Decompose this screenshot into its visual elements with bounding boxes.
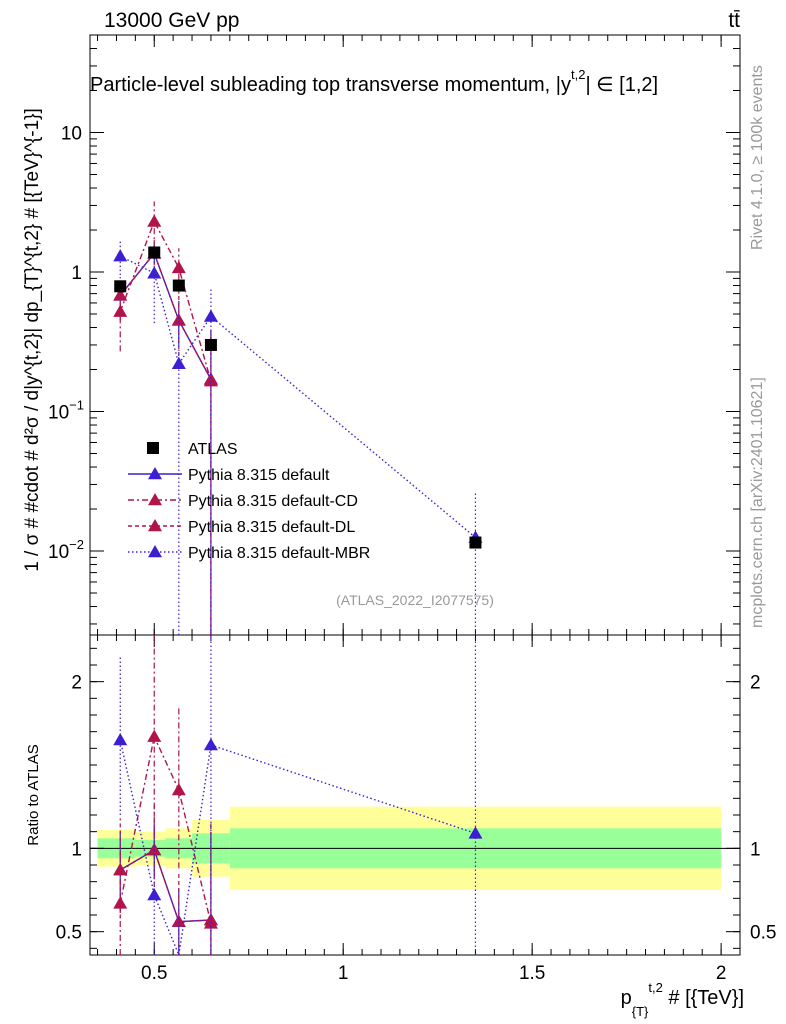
reference-label: (ATLAS_2022_I2077575) [336,592,494,608]
series-0-line [119,251,212,380]
main-series [113,201,483,635]
ratio-tick-label-left: 1 [71,839,82,860]
series-2-line [119,251,212,380]
ratio-tick-label-right: 0.5 [750,923,776,944]
legend-label-1: Pythia 8.315 default [188,467,330,484]
chart-title-sup: t,2 [571,67,585,82]
series-1-ratio-point [147,729,162,742]
legend-marker-data [147,442,159,454]
y-tick-label: 10 [61,124,82,145]
legend-label-0: ATLAS [188,441,238,458]
series-2-point [171,313,186,326]
x-axis-label-sub: {T} [632,1004,649,1019]
series-3-line [119,255,476,539]
y-axis-label: 1 / σ # #cdot # d²σ / d|y^{t,2}| dp_{T}^… [22,108,43,572]
series-3-ratio-point [147,888,162,901]
chart-title-main: Particle-level subleading top transverse… [90,74,561,96]
chart-title-y: y [561,74,571,96]
legend-marker-0 [148,467,162,480]
legend: ATLAS Pythia 8.315 default Pythia 8.315 de… [128,441,370,562]
energy-label: 13000 GeV pp [104,9,239,32]
process-label: tt̄ [728,9,740,32]
chart-title: Particle-level subleading top transverse… [90,67,658,96]
series-3-point [147,266,162,279]
legend-marker-1 [148,493,162,506]
y-tick-label: 10−2 [48,537,84,563]
series-2-ratio-point [113,863,128,876]
ratio-plot-frame [89,634,741,956]
data-point [204,338,217,351]
side-label-bottom: mcplots.cern.ch [arXiv:2401.10621] [749,377,766,628]
series-2-ratio-point [147,843,162,856]
series-2-ratio-point [203,913,218,926]
series-3-ratio-line [119,739,476,958]
side-label-top: Rivet 4.1.0, ≥ 100k events [749,65,766,250]
ratio-tick-label-left: 0.5 [56,923,82,944]
x-tick-label: 0.5 [141,963,167,984]
ratio-y-axis-label: Ratio to ATLAS [25,744,42,845]
series-3-point [113,249,128,262]
x-tick-label: 2 [716,963,727,984]
x-tick-label: 1 [338,963,349,984]
x-axis-label-sup: t,2 [648,980,662,995]
legend-marker-2 [148,519,162,532]
legend-label-2: Pythia 8.315 default-CD [188,493,358,510]
data-point [469,536,482,549]
chart-title-tail: | ∈ [1,2] [585,74,658,96]
y-tick-label: 1 [71,263,82,284]
series-3-point [171,356,186,369]
ratio-series [113,635,483,958]
y-tick-label: 10−1 [48,398,84,424]
series-1-ratio-line [119,734,212,924]
series-2-point [113,288,128,301]
x-tick-label: 1.5 [519,963,545,984]
axis-ticks: 0.5 1 1.5 2 10 1 10−1 10−2 2 2 1 1 0.5 0.5 [48,34,776,984]
series-1-line [119,219,212,382]
legend-marker-3 [148,545,162,558]
x-axis-label-p: p [621,987,632,1009]
data-point [172,279,185,292]
legend-label-3: Pythia 8.315 default-DL [188,519,355,536]
series-1-point [171,260,186,274]
x-axis-label-rest: # [{TeV}] [663,987,744,1009]
series-3-point [203,309,218,322]
series-3-ratio-point [203,738,218,751]
x-axis-label: p{T} t,2 # [{TeV}] [621,980,744,1019]
ratio-tick-label-right: 2 [750,673,761,694]
series-1-ratio-point [171,783,186,796]
series-3-ratio-point [113,733,128,746]
data-point [114,280,127,293]
ratio-tick-label-left: 2 [71,673,82,694]
ratio-tick-label-right: 1 [750,839,761,860]
series-1-point [147,214,162,227]
legend-label-4: Pythia 8.315 default-MBR [188,545,370,562]
data-point [148,246,161,259]
series-3-ratio-point [468,826,483,839]
series-2-ratio-point [171,914,186,927]
series-2-ratio-line [119,848,211,923]
